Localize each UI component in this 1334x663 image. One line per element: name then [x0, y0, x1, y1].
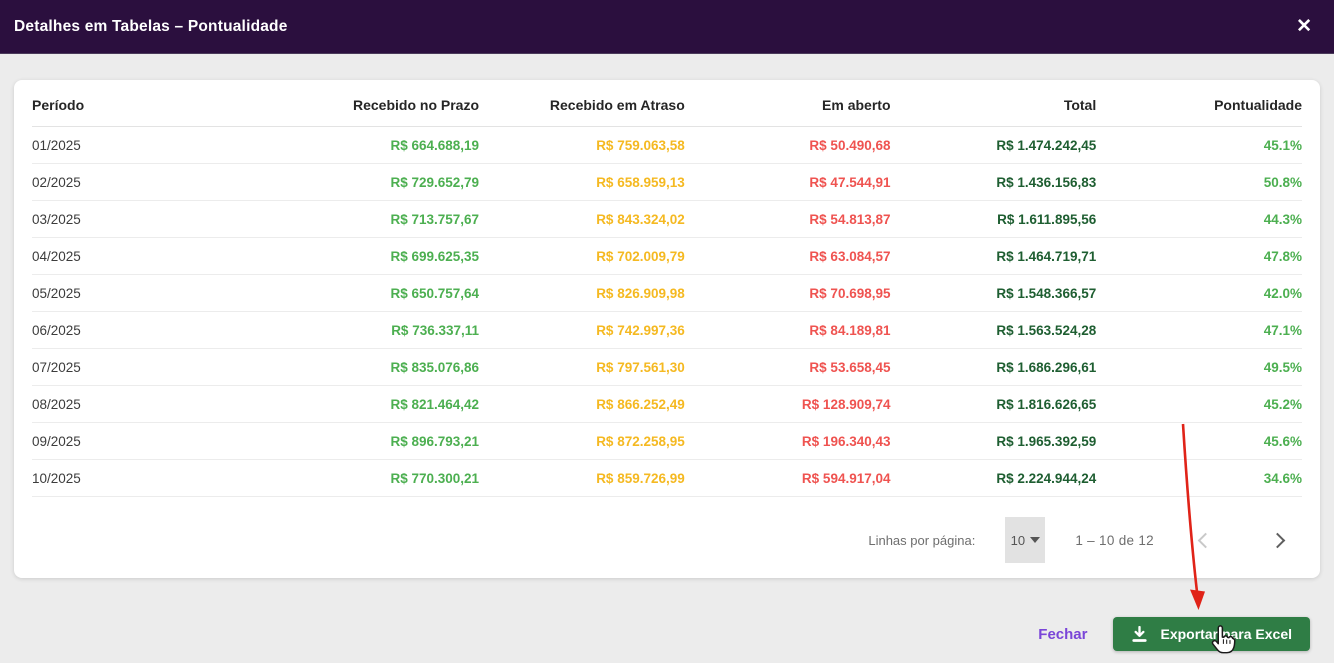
next-page-button[interactable] [1256, 520, 1298, 560]
cell-prazo: R$ 713.757,67 [273, 200, 480, 238]
cell-total: R$ 1.548.366,57 [890, 274, 1097, 312]
fechar-button[interactable]: Fechar [1038, 625, 1088, 643]
chevron-right-icon [1269, 532, 1285, 548]
previous-page-button[interactable] [1184, 520, 1226, 560]
cell-aberto: R$ 63.084,57 [684, 237, 891, 275]
cell-pont: 45.1% [1096, 126, 1302, 164]
cell-prazo: R$ 835.076,86 [273, 348, 480, 386]
table-row: 02/2025 R$ 729.652,79 R$ 658.959,13 R$ 47.5… [32, 163, 1302, 201]
cell-total: R$ 1.816.626,65 [890, 385, 1097, 423]
cell-total: R$ 1.686.296,61 [890, 348, 1097, 386]
cell-atraso: R$ 797.561,30 [479, 348, 685, 386]
table-row: 06/2025 R$ 736.337,11 R$ 742.997,36 R$ 84.1… [32, 311, 1302, 349]
download-icon [1132, 625, 1148, 642]
column-header-prazo: Recebido no Prazo [273, 84, 480, 127]
cell-pont: 47.8% [1096, 237, 1302, 275]
table-row: 01/2025 R$ 664.688,19 R$ 759.063,58 R$ 50.4… [32, 126, 1302, 164]
rows-per-page-value: 10 [1010, 532, 1026, 548]
table-row: 04/2025 R$ 699.625,35 R$ 702.009,79 R$ 63.0… [32, 237, 1302, 275]
cell-periodo: 08/2025 [32, 385, 274, 423]
cell-prazo: R$ 650.757,64 [273, 274, 480, 312]
cell-aberto: R$ 128.909,74 [684, 385, 891, 423]
cell-pont: 50.8% [1096, 163, 1302, 201]
pontualidade-table: Período Recebido no Prazo Recebido em Atra… [32, 84, 1302, 497]
cell-pont: 34.6% [1096, 459, 1302, 497]
cell-pont: 47.1% [1096, 311, 1302, 349]
cell-atraso: R$ 843.324,02 [479, 200, 685, 238]
cell-periodo: 10/2025 [32, 459, 274, 497]
column-header-pont: Pontualidade [1096, 84, 1302, 127]
cell-total: R$ 1.464.719,71 [890, 237, 1097, 275]
cell-periodo: 07/2025 [32, 348, 274, 386]
table-row: 07/2025 R$ 835.076,86 R$ 797.561,30 R$ 53.6… [32, 348, 1302, 386]
cell-prazo: R$ 664.688,19 [273, 126, 480, 164]
cell-atraso: R$ 866.252,49 [479, 385, 685, 423]
table-row: 05/2025 R$ 650.757,64 R$ 826.909,98 R$ 70.6… [32, 274, 1302, 312]
export-excel-label: Exportar para Excel [1160, 626, 1292, 642]
cell-pont: 42.0% [1096, 274, 1302, 312]
pagination: Linhas por página: 10 1 – 10 de 12 [868, 516, 1298, 564]
cell-periodo: 03/2025 [32, 200, 274, 238]
cell-periodo: 01/2025 [32, 126, 274, 164]
table-row: 03/2025 R$ 713.757,67 R$ 843.324,02 R$ 54.8… [32, 200, 1302, 238]
cell-periodo: 02/2025 [32, 163, 274, 201]
cell-atraso: R$ 859.726,99 [479, 459, 685, 497]
cell-periodo: 09/2025 [32, 422, 274, 460]
cell-prazo: R$ 896.793,21 [273, 422, 480, 460]
cell-total: R$ 1.436.156,83 [890, 163, 1097, 201]
close-icon[interactable]: ✕ [1296, 16, 1312, 37]
cell-periodo: 05/2025 [32, 274, 274, 312]
rows-per-page-select[interactable]: 10 [1005, 517, 1046, 563]
cell-aberto: R$ 196.340,43 [684, 422, 891, 460]
cell-aberto: R$ 594.917,04 [684, 459, 891, 497]
cell-total: R$ 1.474.242,45 [890, 126, 1097, 164]
cell-prazo: R$ 736.337,11 [273, 311, 480, 349]
cell-pont: 49.5% [1096, 348, 1302, 386]
modal-title: Detalhes em Tabelas – Pontualidade [14, 17, 288, 35]
cell-atraso: R$ 702.009,79 [479, 237, 685, 275]
export-excel-button[interactable]: Exportar para Excel [1113, 617, 1310, 651]
rows-per-page-label: Linhas por página: [868, 532, 976, 548]
cell-atraso: R$ 872.258,95 [479, 422, 685, 460]
table-card: Período Recebido no Prazo Recebido em Atra… [14, 80, 1320, 578]
cell-prazo: R$ 821.464,42 [273, 385, 480, 423]
table-body: 01/2025 R$ 664.688,19 R$ 759.063,58 R$ 50.4… [32, 126, 1302, 497]
cell-periodo: 04/2025 [32, 237, 274, 275]
modal-header: Detalhes em Tabelas – Pontualidade ✕ [0, 0, 1334, 54]
table-header-row: Período Recebido no Prazo Recebido em Atra… [32, 84, 1302, 127]
cell-prazo: R$ 699.625,35 [273, 237, 480, 275]
cell-pont: 44.3% [1096, 200, 1302, 238]
cell-pont: 45.2% [1096, 385, 1302, 423]
cell-aberto: R$ 47.544,91 [684, 163, 891, 201]
table-row: 08/2025 R$ 821.464,42 R$ 866.252,49 R$ 128.… [32, 385, 1302, 423]
page-range-label: 1 – 10 de 12 [1075, 532, 1154, 548]
cell-prazo: R$ 770.300,21 [273, 459, 480, 497]
column-header-atraso: Recebido em Atraso [479, 84, 685, 127]
chevron-down-icon [1030, 537, 1041, 543]
cell-atraso: R$ 826.909,98 [479, 274, 685, 312]
cell-total: R$ 1.563.524,28 [890, 311, 1097, 349]
table-row: 10/2025 R$ 770.300,21 R$ 859.726,99 R$ 594.… [32, 459, 1302, 497]
cell-atraso: R$ 658.959,13 [479, 163, 685, 201]
column-header-aberto: Em aberto [684, 84, 891, 127]
cell-total: R$ 2.224.944,24 [890, 459, 1097, 497]
cell-aberto: R$ 53.658,45 [684, 348, 891, 386]
cell-atraso: R$ 742.997,36 [479, 311, 685, 349]
cell-prazo: R$ 729.652,79 [273, 163, 480, 201]
cell-pont: 45.6% [1096, 422, 1302, 460]
cell-periodo: 06/2025 [32, 311, 274, 349]
cell-aberto: R$ 70.698,95 [684, 274, 891, 312]
footer-actions: Fechar Exportar para Excel [1038, 617, 1310, 651]
cell-aberto: R$ 84.189,81 [684, 311, 891, 349]
column-header-periodo: Período [32, 84, 274, 127]
cell-total: R$ 1.611.895,56 [890, 200, 1097, 238]
table-row: 09/2025 R$ 896.793,21 R$ 872.258,95 R$ 196.… [32, 422, 1302, 460]
cell-aberto: R$ 50.490,68 [684, 126, 891, 164]
cell-atraso: R$ 759.063,58 [479, 126, 685, 164]
cell-aberto: R$ 54.813,87 [684, 200, 891, 238]
column-header-total: Total [890, 84, 1097, 127]
chevron-left-icon [1197, 532, 1213, 548]
cell-total: R$ 1.965.392,59 [890, 422, 1097, 460]
